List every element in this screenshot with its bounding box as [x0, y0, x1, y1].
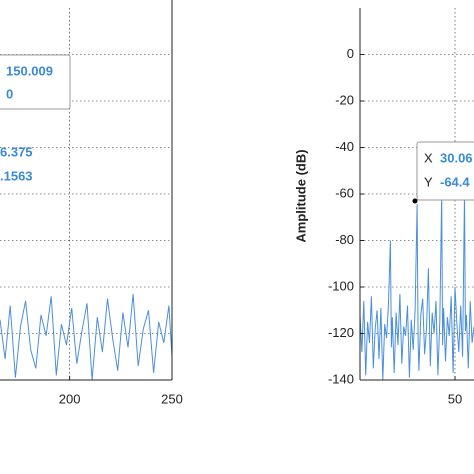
plot-clip [360, 191, 474, 380]
datatip-value: -64.4 [440, 174, 470, 189]
datatip-value: .1563 [0, 168, 33, 183]
y-axis-label: Amplitude (dB) [293, 149, 308, 242]
spectrum-line [360, 191, 474, 380]
datatip-value: 6.375 [0, 144, 33, 159]
x-tick-label: 250 [161, 391, 183, 406]
y-tick-label: -120 [328, 325, 354, 340]
y-tick-label: -20 [335, 92, 354, 107]
y-tick-label: 0 [347, 46, 354, 61]
datatip-box [416, 141, 474, 201]
datatip-value: 30.06 [440, 150, 473, 165]
x-tick-label: 50 [448, 391, 462, 406]
datatip-value: 0 [6, 86, 13, 101]
datatip-label: Y [424, 174, 433, 189]
x-tick-label: 200 [59, 391, 81, 406]
spectrum-line [0, 293, 172, 380]
datatip-marker [412, 198, 418, 204]
y-tick-label: -140 [328, 371, 354, 386]
y-tick-label: -40 [335, 139, 354, 154]
y-tick-label: -60 [335, 185, 354, 200]
y-tick-label: -100 [328, 278, 354, 293]
datatip-value: 150.009 [6, 63, 53, 78]
datatip-label: X [424, 150, 433, 165]
y-tick-label: -80 [335, 232, 354, 247]
datatip-box [0, 54, 71, 110]
plot-clip [0, 293, 172, 380]
